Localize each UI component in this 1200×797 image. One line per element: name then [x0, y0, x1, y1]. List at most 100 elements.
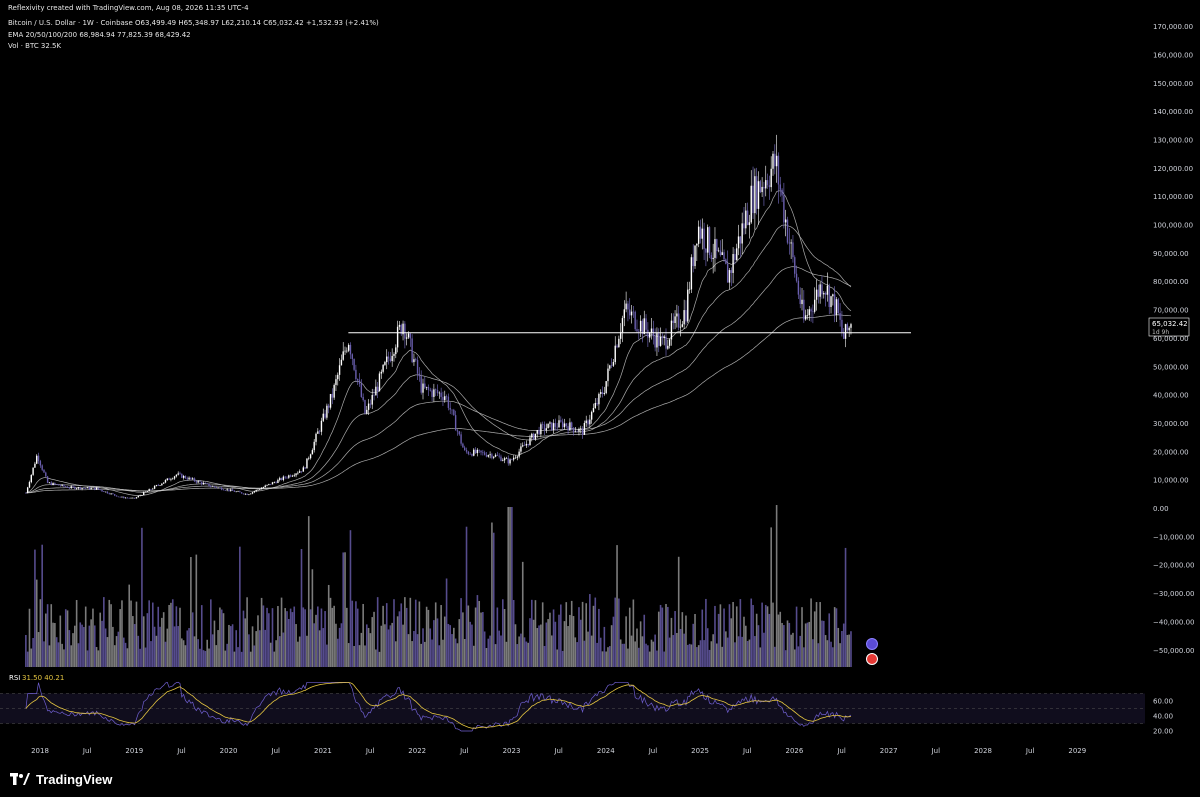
- candle-body: [308, 458, 310, 459]
- time-axis[interactable]: 2018 Jul 2019 Jul 2020 Jul 2021 Jul 2022 Jul 2023 J…: [31, 747, 1086, 755]
- candle-body: [723, 252, 725, 260]
- volume-bar: [431, 639, 433, 667]
- candle-body: [681, 324, 684, 327]
- volume-bar: [598, 608, 600, 667]
- volume-bar: [456, 643, 459, 667]
- volume-bar: [806, 622, 809, 667]
- candle-body: [320, 420, 323, 432]
- candle-body: [697, 226, 700, 244]
- volume-bar: [483, 631, 486, 667]
- volume-bar: [240, 651, 243, 667]
- volume-bar: [770, 527, 772, 667]
- candle-body: [485, 454, 488, 457]
- volume-bar: [411, 641, 413, 667]
- candle-body: [545, 428, 548, 431]
- candle-body: [266, 484, 268, 486]
- volume-bar: [815, 602, 818, 667]
- candle-body: [353, 358, 355, 370]
- volume-bar: [768, 613, 771, 667]
- candle-body: [159, 485, 161, 486]
- volume-bar: [121, 600, 123, 667]
- candle-body: [315, 433, 317, 442]
- volume-bar: [233, 651, 236, 667]
- candle-body: [520, 446, 522, 452]
- volume-bar: [744, 625, 747, 667]
- volume-bar: [144, 647, 147, 667]
- candle-body: [493, 456, 495, 458]
- volume-bar: [213, 620, 216, 667]
- candle-body: [587, 420, 589, 425]
- candle-body: [786, 219, 789, 243]
- volume-bar: [681, 612, 684, 667]
- candle-body: [551, 422, 553, 431]
- candle-body: [166, 478, 169, 481]
- candle-body: [298, 471, 301, 473]
- candle-body: [57, 484, 60, 486]
- candle-body: [431, 390, 433, 397]
- candle-body: [144, 491, 147, 493]
- candle-body: [701, 228, 703, 239]
- candle-body: [37, 455, 40, 462]
- candle-body: [405, 337, 408, 339]
- volume-bar: [103, 597, 105, 667]
- candle-body: [277, 479, 279, 483]
- candle-body: [282, 476, 285, 480]
- candle-body: [621, 318, 624, 333]
- volume-bar: [181, 638, 183, 667]
- x-tick-label: Jul: [82, 747, 92, 755]
- volume-bar: [297, 641, 299, 667]
- candle-body: [554, 423, 557, 427]
- volume-bar: [754, 636, 756, 667]
- volume-bar: [139, 648, 141, 667]
- price-axis[interactable]: 170,000.00 160,000.00 150,000.00 140,000.00…: [1153, 23, 1195, 655]
- tradingview-logo[interactable]: TradingView: [10, 772, 112, 787]
- candle-body: [794, 257, 796, 274]
- volume-bar: [832, 647, 834, 667]
- volume-bar: [752, 605, 754, 667]
- candle-body: [240, 492, 243, 494]
- volume-bar: [166, 628, 169, 667]
- candle-body: [211, 486, 214, 487]
- volume-bar: [621, 643, 624, 667]
- candle-body: [88, 487, 91, 490]
- volume-bar: [219, 607, 221, 667]
- y-tick-label: 90,000.00: [1153, 250, 1189, 258]
- candle-body: [543, 424, 546, 431]
- volume-bar: [514, 624, 517, 667]
- candle-body: [471, 454, 473, 456]
- candle-body: [190, 477, 192, 480]
- volume-bar: [199, 648, 201, 667]
- candle-body: [638, 331, 640, 332]
- lightning-icon[interactable]: [866, 638, 878, 650]
- volume-bar: [269, 642, 272, 667]
- volume-bar: [472, 645, 475, 667]
- volume-bar: [159, 626, 161, 667]
- candle-body: [654, 336, 656, 348]
- candle-body: [444, 396, 446, 400]
- candle-body: [387, 356, 390, 359]
- volume-bar: [462, 612, 464, 667]
- volume-bar: [549, 612, 551, 667]
- candle-body: [284, 476, 286, 478]
- volume-bar: [732, 601, 734, 667]
- volume-bar: [309, 609, 312, 667]
- candle-body: [558, 420, 560, 428]
- volume-bar: [578, 607, 580, 667]
- volume-legend[interactable]: Vol · BTC 32.5K: [8, 42, 62, 50]
- symbol-legend[interactable]: Bitcoin / U.S. Dollar · 1W · Coinbase O6…: [8, 19, 379, 27]
- y-tick-label: 100,000.00: [1153, 222, 1193, 230]
- volume-bar: [717, 613, 720, 667]
- candle-body: [667, 345, 669, 349]
- candle-body: [522, 445, 524, 447]
- ema-legend[interactable]: EMA 20/50/100/200 68,984.94 77,825.39 68…: [8, 31, 191, 39]
- volume-bar: [550, 635, 553, 667]
- volume-bar: [393, 599, 395, 667]
- volume-bar: [46, 604, 49, 667]
- flag-icon[interactable]: [866, 653, 878, 665]
- volume-bar: [235, 630, 238, 667]
- candle-body: [289, 475, 292, 477]
- price-chart[interactable]: 60.00 40.00 20.00 170,000.00 160,000.00 150,…: [0, 0, 1200, 766]
- volume-bar: [846, 634, 849, 667]
- candle-body: [721, 252, 723, 256]
- volume-bar: [313, 623, 315, 667]
